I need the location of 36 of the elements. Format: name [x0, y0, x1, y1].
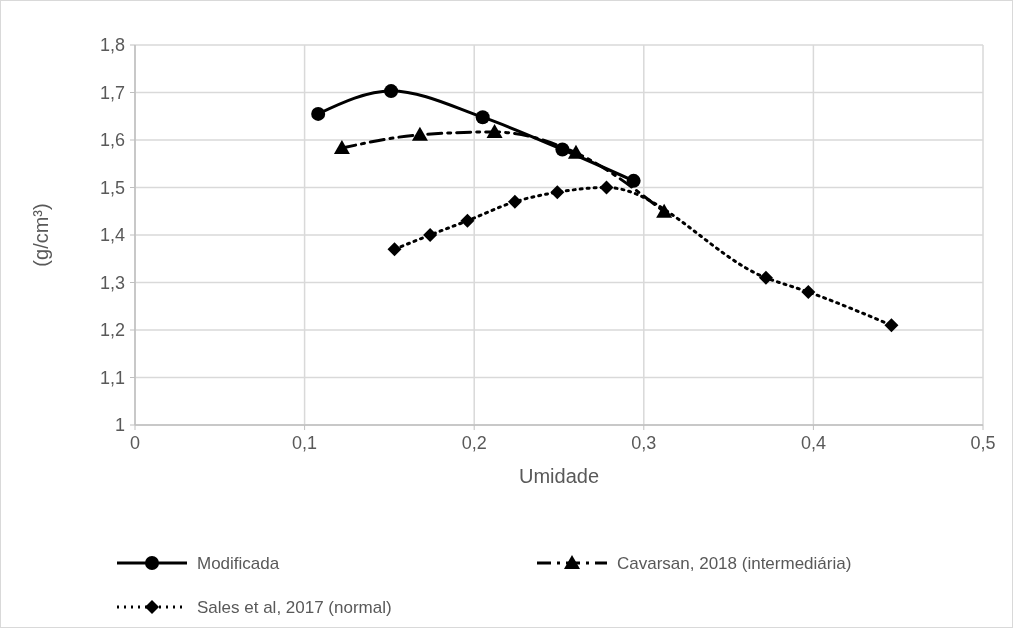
point: [884, 318, 899, 333]
y-tick-label: 1: [114, 415, 125, 436]
x-tick-label: 0,2: [461, 433, 487, 453]
x-axis-title: Umidade: [518, 465, 600, 487]
point: [333, 140, 350, 155]
x-tick-label: 0,3: [631, 433, 657, 453]
y-tick-label: 1,6: [99, 130, 125, 151]
y-tick-label: 1,4: [99, 225, 125, 246]
y-tick-label: 1,8: [99, 35, 125, 56]
legend-label: Sales et al, 2017 (normal): [197, 597, 392, 617]
y-tick-label: 1,1: [99, 367, 125, 388]
legend-label: Cavarsan, 2018 (intermediária): [617, 553, 852, 573]
point: [758, 270, 773, 285]
y-tick-label: 1,3: [99, 272, 125, 293]
point: [475, 110, 490, 125]
y-tick-label: 1,7: [99, 82, 125, 103]
x-tick-label: 0,1: [292, 433, 318, 453]
point: [460, 213, 475, 228]
y-tick-label: 1,2: [99, 320, 125, 341]
legend-label: Modificada: [197, 553, 280, 573]
y-axis-title: (g/cm³): [30, 203, 52, 267]
x-tick-label: 0,5: [970, 433, 996, 453]
point: [599, 180, 614, 195]
point: [411, 126, 428, 141]
point: [486, 123, 503, 138]
point: [550, 185, 565, 200]
y-tick-label: 1,5: [99, 177, 125, 198]
x-tick-label: 0: [129, 433, 141, 453]
point: [801, 285, 816, 299]
x-tick-label: 0,4: [800, 433, 826, 453]
point: [567, 144, 584, 159]
point: [423, 228, 438, 242]
point: [384, 84, 399, 99]
point: [387, 242, 402, 257]
point: [507, 194, 522, 209]
point: [311, 106, 326, 121]
